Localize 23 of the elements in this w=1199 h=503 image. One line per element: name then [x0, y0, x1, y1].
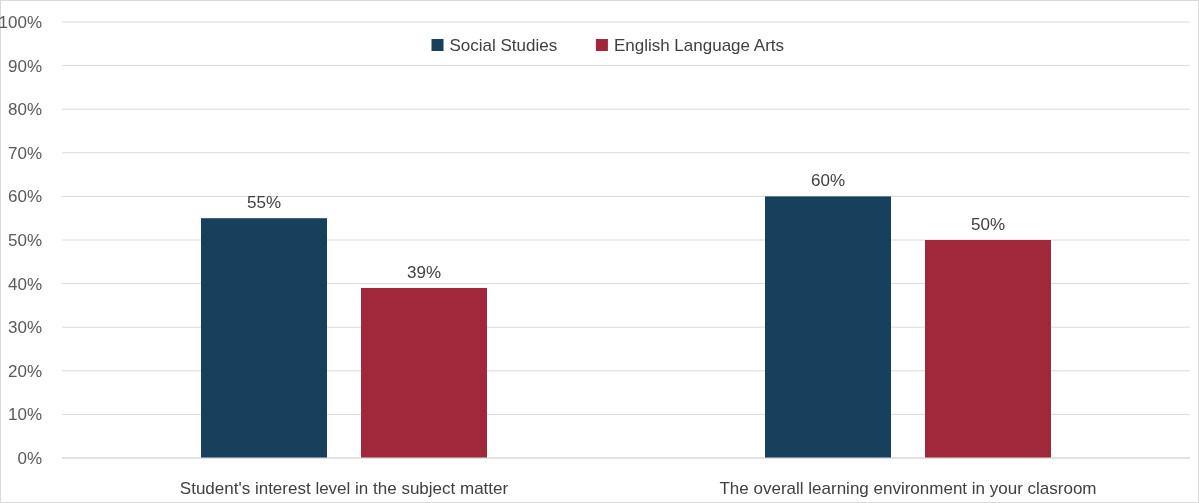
data-label: 55%: [246, 193, 282, 213]
y-tick-label: 10%: [7, 405, 42, 425]
data-label: 60%: [810, 171, 846, 191]
y-tick-label: 50%: [7, 230, 42, 250]
y-tick-label: 100%: [0, 12, 42, 32]
x-tick-label: Student's interest level in the subject matter: [179, 479, 509, 498]
y-tick-label: 60%: [7, 187, 42, 207]
data-label: 50%: [970, 215, 1006, 234]
y-tick-label: 20%: [7, 361, 42, 381]
x-tick-label: The overall learning environment in your clasroom: [719, 479, 1097, 498]
legend-label: English Language Arts: [613, 36, 785, 55]
y-tick-label: 0%: [17, 448, 42, 468]
bar: [925, 240, 1051, 458]
y-tick-label: 30%: [7, 318, 42, 338]
bar: [201, 218, 327, 458]
bar: [361, 287, 487, 458]
bar: [765, 196, 891, 458]
data-label: 39%: [406, 262, 442, 282]
y-tick-label: 70%: [7, 143, 42, 163]
y-tick-label: 40%: [7, 274, 42, 294]
y-tick-label: 80%: [7, 100, 42, 120]
legend-label: Social Studies: [449, 36, 558, 55]
y-tick-label: 90%: [7, 56, 42, 76]
